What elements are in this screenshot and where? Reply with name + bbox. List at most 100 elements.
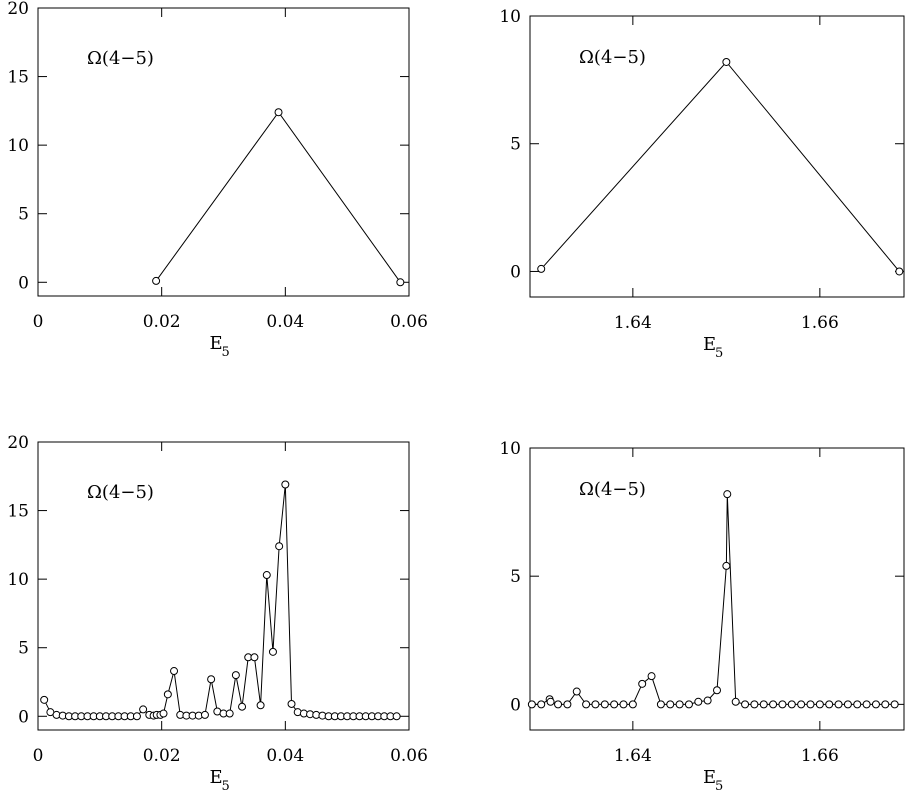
plot-frame (529, 447, 905, 731)
data-point (759, 700, 768, 709)
data-point (806, 700, 815, 709)
data-point (250, 653, 259, 662)
data-point (731, 697, 740, 706)
data-point (741, 700, 750, 709)
data-point (139, 705, 148, 714)
data-point (546, 697, 555, 706)
data-point (825, 700, 834, 709)
y-tick-label: 10 (7, 136, 29, 156)
data-point (563, 700, 572, 709)
x-tick-label: 1.66 (801, 746, 839, 766)
data-point (843, 700, 852, 709)
data-point (881, 700, 890, 709)
data-point (638, 679, 647, 688)
x-axis-label: E (703, 767, 716, 788)
y-tick-label: 5 (510, 567, 521, 587)
data-point (713, 686, 721, 695)
data-point (675, 700, 684, 709)
data-point (871, 700, 880, 709)
x-tick-label: 1.64 (614, 313, 652, 333)
data-point (778, 700, 787, 709)
x-tick-label: 0 (33, 312, 44, 332)
series-line (531, 494, 895, 705)
data-point (287, 699, 296, 708)
y-tick-label: 10 (7, 570, 29, 590)
data-point (853, 700, 862, 709)
data-point (797, 700, 806, 709)
data-point (554, 700, 563, 709)
y-tick-label: 0 (18, 273, 29, 293)
data-point (582, 700, 591, 709)
y-tick-label: 20 (7, 0, 29, 19)
data-point (787, 700, 796, 709)
y-tick-label: 10 (499, 439, 521, 459)
y-tick-label: 0 (510, 695, 521, 715)
x-axis-label: E (210, 767, 223, 788)
data-point (537, 700, 546, 709)
data-point (152, 276, 161, 285)
data-point (694, 697, 703, 706)
data-point (750, 700, 759, 709)
data-point (256, 701, 265, 710)
y-tick-label: 5 (18, 639, 29, 659)
data-point (274, 108, 283, 117)
series-line (540, 61, 900, 272)
data-point (207, 675, 216, 684)
data-point (262, 571, 271, 580)
y-tick-label: 5 (18, 205, 29, 225)
x-tick-label: 1.66 (801, 313, 839, 333)
panel-label: Ω(4−5) (87, 48, 154, 69)
data-point (392, 712, 401, 721)
x-tick-label: 0.06 (390, 746, 428, 766)
data-point (600, 700, 609, 709)
y-tick-label: 15 (7, 68, 29, 88)
data-point (656, 700, 665, 709)
x-axis-label: E (703, 334, 716, 355)
data-point (723, 490, 732, 499)
x-tick-label: 0.02 (143, 746, 181, 766)
data-point (396, 278, 405, 287)
data-point (572, 687, 581, 696)
data-point (862, 700, 871, 709)
x-axis-label-subscript: 5 (222, 345, 230, 360)
x-tick-label: 1.64 (614, 746, 652, 766)
x-tick-label: 0.04 (266, 312, 304, 332)
data-point (591, 700, 600, 709)
data-point (703, 696, 712, 705)
data-point (628, 700, 637, 709)
plot-frame (37, 441, 410, 731)
y-tick-label: 15 (7, 502, 29, 522)
panel-label: Ω(4−5) (87, 482, 154, 503)
panel-label: Ω(4−5) (579, 47, 646, 68)
data-point (268, 647, 277, 656)
data-point (170, 667, 179, 676)
data-point (769, 700, 778, 709)
y-tick-label: 0 (510, 262, 521, 282)
data-point (40, 695, 49, 704)
plot-frame (529, 15, 905, 298)
data-point (647, 672, 656, 681)
y-tick-label: 10 (499, 7, 521, 27)
x-axis-label-subscript: 5 (222, 779, 230, 792)
panel-label: Ω(4−5) (579, 479, 646, 500)
plot-frame (37, 7, 410, 297)
data-point (666, 700, 675, 709)
x-tick-label: 0.06 (390, 312, 428, 332)
data-point (895, 267, 904, 276)
data-point (722, 57, 731, 66)
data-point (225, 709, 234, 718)
data-point (281, 480, 290, 489)
series-line (155, 111, 401, 283)
x-tick-label: 0 (33, 746, 44, 766)
data-point (163, 690, 172, 699)
data-point (132, 712, 141, 721)
x-axis-label-subscript: 5 (715, 346, 723, 361)
x-axis-label-subscript: 5 (715, 779, 723, 792)
data-point (159, 709, 168, 718)
data-point (834, 700, 843, 709)
x-tick-label: 0.02 (143, 312, 181, 332)
